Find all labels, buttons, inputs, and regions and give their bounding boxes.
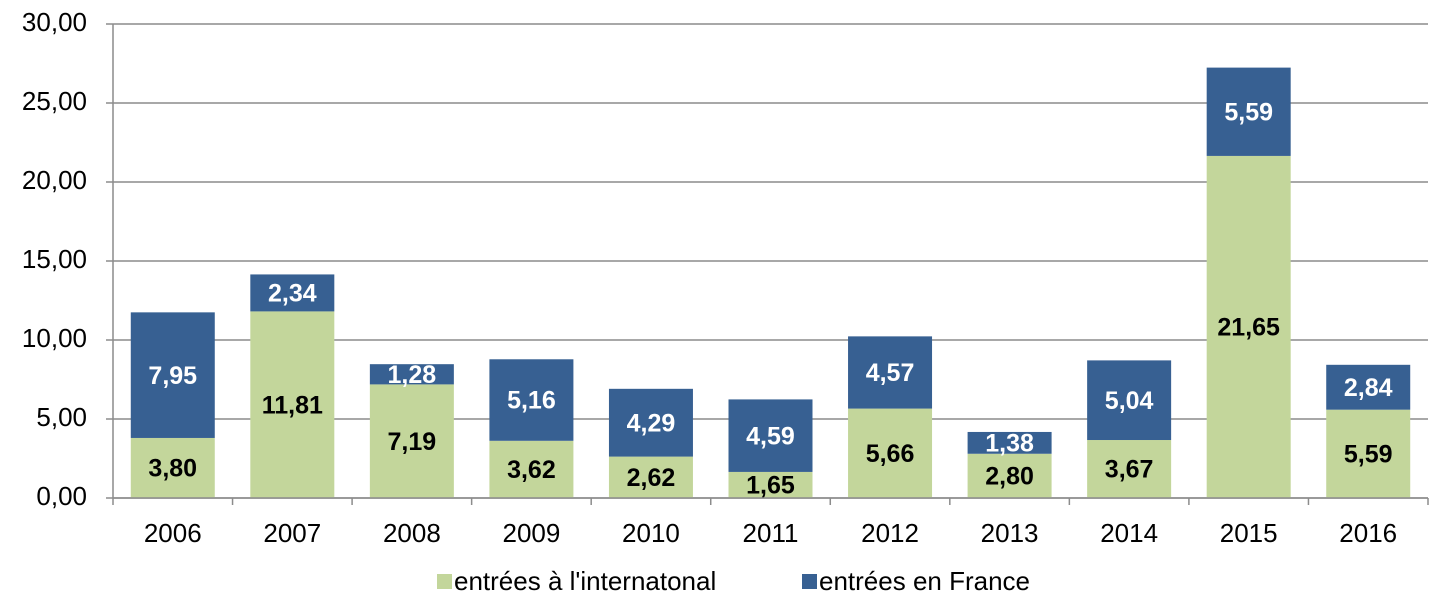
bar-segment bbox=[369, 364, 454, 385]
value-label: 3,62 bbox=[507, 456, 556, 484]
x-tick-label: 2009 bbox=[502, 518, 560, 548]
value-label: 5,59 bbox=[1344, 440, 1393, 468]
bar-segment bbox=[728, 399, 813, 472]
x-tick-label: 2010 bbox=[622, 518, 680, 548]
bar-segment bbox=[728, 471, 813, 498]
bar-segment bbox=[608, 456, 693, 498]
x-tick-label: 2008 bbox=[383, 518, 441, 548]
value-label: 4,29 bbox=[627, 409, 676, 437]
bar-segment bbox=[1326, 364, 1411, 410]
legend-swatch bbox=[437, 574, 452, 589]
bar-segment bbox=[130, 437, 215, 498]
bar-segment bbox=[250, 311, 335, 498]
value-label: 21,65 bbox=[1217, 314, 1280, 342]
x-tick-label: 2016 bbox=[1339, 518, 1397, 548]
y-tick-label: 30,00 bbox=[22, 7, 87, 37]
bar-segment bbox=[130, 312, 215, 438]
x-tick-label: 2014 bbox=[1100, 518, 1158, 548]
bar-segment bbox=[1087, 360, 1172, 441]
legend-label: entrées à l'internatonal bbox=[454, 566, 716, 596]
value-label: 5,66 bbox=[866, 440, 915, 468]
value-label: 3,80 bbox=[148, 455, 197, 483]
y-tick-label: 10,00 bbox=[22, 323, 87, 353]
value-label: 11,81 bbox=[262, 391, 323, 419]
value-label: 2,62 bbox=[627, 464, 676, 492]
bar-segment bbox=[1206, 155, 1291, 498]
value-label: 4,57 bbox=[866, 359, 915, 387]
legend-swatch bbox=[802, 574, 817, 589]
bar-segment bbox=[967, 431, 1052, 454]
y-tick-label: 0,00 bbox=[36, 481, 87, 511]
y-tick-label: 25,00 bbox=[22, 86, 87, 116]
y-tick-label: 5,00 bbox=[36, 402, 87, 432]
x-tick-label: 2012 bbox=[861, 518, 919, 548]
value-label: 4,59 bbox=[746, 422, 795, 450]
bar-segment bbox=[489, 440, 574, 498]
bar-segment bbox=[250, 274, 335, 312]
value-label: 5,04 bbox=[1105, 387, 1154, 415]
x-tick-label: 2015 bbox=[1220, 518, 1278, 548]
x-tick-label: 2006 bbox=[144, 518, 202, 548]
value-label: 7,19 bbox=[388, 428, 437, 456]
value-label: 2,34 bbox=[268, 280, 317, 308]
bar-segment bbox=[489, 359, 574, 441]
bar-segment bbox=[967, 453, 1052, 498]
x-tick-label: 2007 bbox=[263, 518, 321, 548]
value-label: 1,28 bbox=[388, 361, 437, 389]
value-label: 1,38 bbox=[985, 429, 1034, 457]
value-label: 2,80 bbox=[985, 462, 1034, 490]
y-tick-label: 15,00 bbox=[22, 244, 87, 274]
bar-segment bbox=[1087, 440, 1172, 498]
value-label: 1,65 bbox=[746, 472, 795, 500]
legend-label: entrées en France bbox=[819, 566, 1030, 596]
value-label: 5,59 bbox=[1224, 98, 1273, 126]
bar-segment bbox=[848, 408, 933, 498]
bar-segment bbox=[369, 384, 454, 498]
bar-segment bbox=[608, 388, 693, 457]
value-label: 5,16 bbox=[507, 387, 556, 415]
value-label: 3,67 bbox=[1105, 456, 1154, 484]
bar-segment bbox=[848, 336, 933, 409]
y-tick-label: 20,00 bbox=[22, 165, 87, 195]
bar-segment bbox=[1326, 409, 1411, 498]
value-label: 2,84 bbox=[1344, 374, 1393, 402]
x-tick-label: 2013 bbox=[981, 518, 1039, 548]
bar-segment bbox=[1206, 67, 1291, 156]
x-tick-label: 2011 bbox=[743, 518, 799, 548]
value-label: 7,95 bbox=[148, 362, 197, 390]
